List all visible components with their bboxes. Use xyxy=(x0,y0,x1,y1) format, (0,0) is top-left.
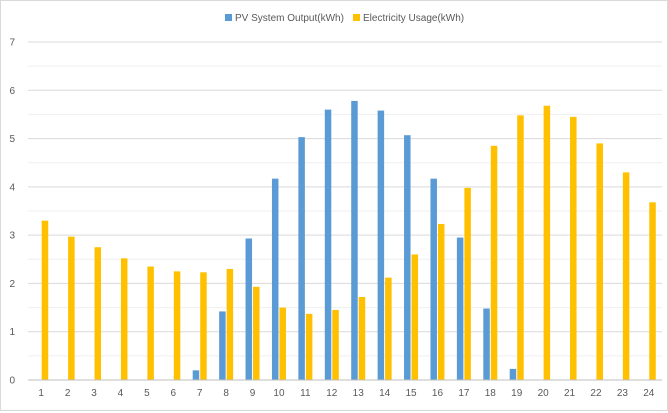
legend-swatch-pv-output xyxy=(225,14,232,21)
bar-electricity-usage xyxy=(68,236,75,380)
bars xyxy=(41,100,656,381)
legend-label-electricity-usage: Electricity Usage(kWh) xyxy=(363,13,464,24)
x-tick-label: 13 xyxy=(353,388,365,399)
x-tick-label: 8 xyxy=(223,388,229,399)
bar-pv-output xyxy=(509,368,517,380)
y-tick-label: 6 xyxy=(9,86,15,97)
gridlines xyxy=(28,41,662,357)
bar-electricity-usage xyxy=(517,115,524,380)
x-tick-label: 6 xyxy=(171,388,177,399)
bar-pv-output xyxy=(192,370,200,380)
x-tick-label: 10 xyxy=(273,388,285,399)
bar-electricity-usage xyxy=(570,116,577,380)
x-tick-label: 3 xyxy=(91,388,97,399)
x-tick-label: 24 xyxy=(643,388,655,399)
bar-electricity-usage xyxy=(41,220,49,380)
bar-electricity-usage xyxy=(94,247,102,380)
x-tick-label: 19 xyxy=(511,388,523,399)
y-tick-label: 5 xyxy=(9,134,15,145)
x-tick-label: 4 xyxy=(118,388,124,399)
bar-pv-output xyxy=(219,311,226,380)
bar-pv-output xyxy=(324,109,332,380)
x-tick-label: 14 xyxy=(379,388,391,399)
bar-pv-output xyxy=(271,178,279,380)
x-tick-label: 1 xyxy=(38,388,44,399)
bar-electricity-usage xyxy=(385,277,392,380)
x-tick-label: 7 xyxy=(197,388,203,399)
bar-electricity-usage xyxy=(358,296,366,380)
bar-pv-output xyxy=(404,135,411,380)
x-tick-label: 12 xyxy=(326,388,338,399)
y-tick-label: 1 xyxy=(9,327,15,338)
bar-electricity-usage xyxy=(464,187,471,380)
x-tick-label: 16 xyxy=(432,388,444,399)
y-tick-label: 4 xyxy=(9,182,15,193)
bar-electricity-usage xyxy=(649,202,656,380)
bar-electricity-usage xyxy=(279,307,286,380)
legend-swatch-electricity-usage xyxy=(353,14,360,21)
y-tick-label: 7 xyxy=(9,38,15,49)
bar-pv-output xyxy=(245,238,253,380)
bar-electricity-usage xyxy=(253,286,260,380)
x-tick-label: 9 xyxy=(250,388,256,399)
bar-electricity-usage xyxy=(596,143,603,380)
bar-electricity-usage xyxy=(490,145,498,380)
bar-electricity-usage xyxy=(173,271,181,380)
x-tick-label: 11 xyxy=(300,388,311,399)
x-tick-label: 18 xyxy=(485,388,497,399)
bar-electricity-usage xyxy=(437,224,445,380)
bar-electricity-usage xyxy=(200,272,207,380)
y-tick-label: 3 xyxy=(9,231,15,242)
x-tick-label: 21 xyxy=(564,388,576,399)
bar-electricity-usage xyxy=(305,313,313,380)
bar-pv-output xyxy=(430,178,437,380)
bar-electricity-usage xyxy=(543,105,551,380)
x-tick-label: 15 xyxy=(405,388,417,399)
x-tick-label: 17 xyxy=(458,388,470,399)
bar-electricity-usage xyxy=(332,309,339,380)
bar-pv-output xyxy=(351,100,358,380)
bar-pv-output xyxy=(483,308,490,380)
bar-electricity-usage xyxy=(411,254,419,380)
bar-pv-output xyxy=(377,110,385,381)
bar-electricity-usage xyxy=(622,172,630,380)
x-tick-label: 22 xyxy=(590,388,602,399)
x-tick-label: 23 xyxy=(617,388,629,399)
legend: PV System Output(kWh) Electricity Usage(… xyxy=(225,13,464,24)
x-tick-label: 5 xyxy=(144,388,150,399)
y-tick-label: 0 xyxy=(9,376,15,387)
bar-electricity-usage xyxy=(226,268,234,380)
x-tick-label: 2 xyxy=(65,388,71,399)
y-tick-label: 2 xyxy=(9,279,15,290)
bar-electricity-usage xyxy=(147,266,154,380)
bar-pv-output xyxy=(298,137,305,380)
x-tick-label: 20 xyxy=(538,388,550,399)
bar-electricity-usage xyxy=(120,258,128,380)
bar-pv-output xyxy=(456,237,464,380)
legend-label-pv-output: PV System Output(kWh) xyxy=(235,13,344,24)
